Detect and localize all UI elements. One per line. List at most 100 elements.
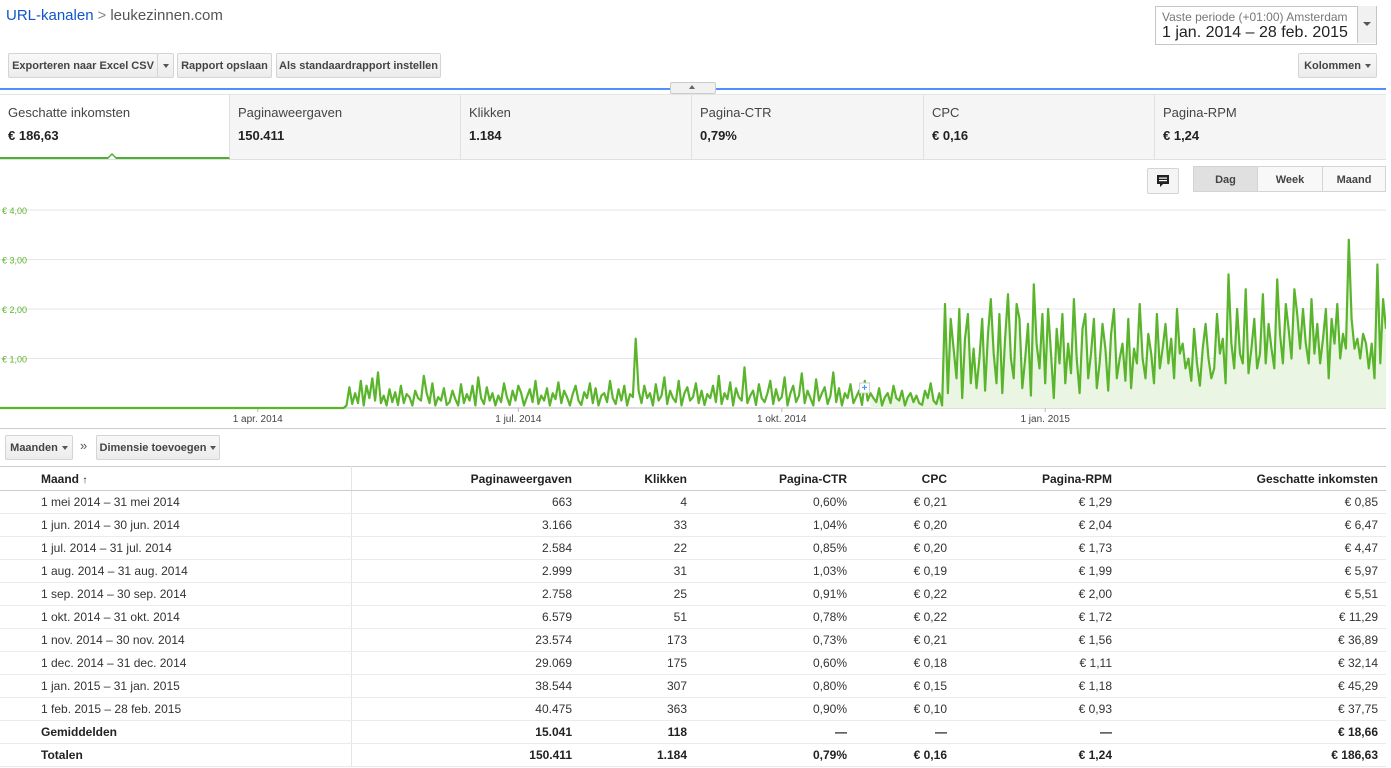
table-cell: € 1,56 bbox=[955, 628, 1120, 652]
export-csv-button[interactable]: Exporteren naar Excel CSV bbox=[8, 53, 158, 78]
table-cell: — bbox=[855, 720, 955, 744]
columns-button[interactable]: Kolommen bbox=[1298, 53, 1377, 78]
table-cell: € 0,22 bbox=[855, 582, 955, 606]
save-report-button[interactable]: Rapport opslaan bbox=[177, 53, 272, 78]
months-select-label: Maanden bbox=[10, 442, 58, 454]
chevron-down-icon bbox=[162, 64, 169, 69]
table-cell: 38.544 bbox=[351, 674, 580, 698]
table-cell: 2.758 bbox=[351, 582, 580, 606]
annotation-plus-icon: + bbox=[862, 383, 868, 394]
table-cell: € 4,47 bbox=[1120, 536, 1386, 560]
table-cell: € 5,51 bbox=[1120, 582, 1386, 606]
column-header-label: Maand bbox=[41, 471, 80, 486]
table-header-row: Maand ↑ Paginaweergaven Klikken Pagina-C… bbox=[0, 466, 1386, 491]
table-cell: € 0,22 bbox=[855, 605, 955, 629]
column-header-clicks[interactable]: Klikken bbox=[580, 466, 695, 491]
table-cell: 175 bbox=[580, 651, 695, 675]
table-cell: 51 bbox=[580, 605, 695, 629]
table-cell: € 0,16 bbox=[855, 743, 955, 767]
table-cell: 1 jun. 2014 – 30 jun. 2014 bbox=[0, 513, 352, 537]
table-cell: — bbox=[955, 720, 1120, 744]
table-cell: € 0,93 bbox=[955, 697, 1120, 721]
columns-button-label: Kolommen bbox=[1304, 60, 1361, 72]
table-cell: € 0,20 bbox=[855, 513, 955, 537]
collapse-toggle-icon[interactable] bbox=[670, 82, 716, 94]
date-range-label: Vaste periode (+01:00) Amsterdam bbox=[1162, 10, 1348, 24]
column-header-cpc[interactable]: CPC bbox=[855, 466, 955, 491]
annotation-marker-icon bbox=[859, 382, 871, 394]
table-cell: 307 bbox=[580, 674, 695, 698]
date-range-dropdown-icon[interactable] bbox=[1357, 6, 1376, 43]
chevron-down-icon bbox=[210, 446, 217, 451]
breadcrumb-current: leukezinnen.com bbox=[110, 7, 223, 24]
annotation-button[interactable] bbox=[1147, 168, 1179, 194]
export-dropdown-button[interactable] bbox=[157, 53, 174, 78]
date-range-picker[interactable]: Vaste periode (+01:00) Amsterdam 1 jan. … bbox=[1155, 6, 1377, 45]
granularity-day[interactable]: Dag bbox=[1193, 166, 1258, 192]
y-tick-label: € 1,00 bbox=[2, 355, 27, 365]
scorecard-estimated-earnings[interactable]: Geschatte inkomsten € 186,63 bbox=[0, 95, 230, 159]
table-cell: 1.184 bbox=[580, 743, 695, 767]
table-cell: € 45,29 bbox=[1120, 674, 1386, 698]
add-dimension-button[interactable]: Dimensie toevoegen bbox=[96, 435, 220, 460]
breadcrumb: URL-kanalen > leukezinnen.com bbox=[6, 7, 223, 24]
y-tick-label: € 3,00 bbox=[2, 256, 27, 266]
scorecard-clicks[interactable]: Klikken 1.184 bbox=[461, 95, 692, 159]
scorecard-page-views[interactable]: Paginaweergaven 150.411 bbox=[230, 95, 461, 159]
table-cell: 0,79% bbox=[695, 743, 855, 767]
scorecard-label: Geschatte inkomsten bbox=[8, 105, 131, 120]
table-row: 1 mei 2014 – 31 mei 2014 663 4 0,60% € 0,21 €… bbox=[0, 490, 1386, 514]
table-cell: € 0,21 bbox=[855, 628, 955, 652]
column-header-page-views[interactable]: Paginaweergaven bbox=[351, 466, 580, 491]
granularity-week[interactable]: Week bbox=[1257, 166, 1323, 192]
chevron-down-icon bbox=[61, 446, 68, 451]
table-cell: 1 aug. 2014 – 31 aug. 2014 bbox=[0, 559, 352, 583]
table-cell: € 6,47 bbox=[1120, 513, 1386, 537]
x-tick-label: 1 okt. 2014 bbox=[757, 414, 807, 425]
scorecard-value: 0,79% bbox=[700, 128, 737, 143]
dimension-arrow: » bbox=[80, 438, 88, 453]
table-row: 1 jul. 2014 – 31 jul. 2014 2.584 22 0,85% € … bbox=[0, 536, 1386, 560]
set-default-report-button[interactable]: Als standaardrapport instellen bbox=[276, 53, 441, 78]
column-header-page-ctr[interactable]: Pagina-CTR bbox=[695, 466, 855, 491]
scorecard-page-ctr[interactable]: Pagina-CTR 0,79% bbox=[692, 95, 924, 159]
chevron-down-icon bbox=[1364, 64, 1371, 69]
table-cell: € 1,72 bbox=[955, 605, 1120, 629]
scorecard-value: 1.184 bbox=[469, 128, 502, 143]
table-cell: € 18,66 bbox=[1120, 720, 1386, 744]
table-cell: € 0,10 bbox=[855, 697, 955, 721]
table-cell: € 0,20 bbox=[855, 536, 955, 560]
table-cell: 2.584 bbox=[351, 536, 580, 560]
scorecard-value: € 186,63 bbox=[8, 128, 59, 143]
scorecard-value: € 0,16 bbox=[932, 128, 969, 143]
table-cell: € 1,99 bbox=[955, 559, 1120, 583]
table-cell: 0,91% bbox=[695, 582, 855, 606]
table-cell: 2.999 bbox=[351, 559, 580, 583]
earnings-line-chart: € 4,00 € 3,00 € 2,00 € 1,00 1 apr. 2014 1 jul… bbox=[0, 206, 1386, 425]
table-cell: 23.574 bbox=[351, 628, 580, 652]
table-cell: € 1,73 bbox=[955, 536, 1120, 560]
column-header-page-rpm[interactable]: Pagina-RPM bbox=[955, 466, 1120, 491]
scorecard-cpc[interactable]: CPC € 0,16 bbox=[924, 95, 1155, 159]
table-cell: 150.411 bbox=[351, 743, 580, 767]
table-cell: 1,03% bbox=[695, 559, 855, 583]
breadcrumb-link-url-channels[interactable]: URL-kanalen bbox=[6, 7, 94, 24]
table-cell: € 1,18 bbox=[955, 674, 1120, 698]
dimension-months-select[interactable]: Maanden bbox=[5, 435, 73, 460]
table-cell: 22 bbox=[580, 536, 695, 560]
averages-row: Gemiddelden 15.041 118— — — € 18,66 bbox=[0, 720, 1386, 744]
column-header-estimated-earnings[interactable]: Geschatte inkomsten bbox=[1120, 466, 1386, 491]
table-row: 1 sep. 2014 – 30 sep. 2014 2.758 25 0,91% € … bbox=[0, 582, 1386, 606]
table-cell: Gemiddelden bbox=[0, 720, 352, 744]
table-cell: 1 okt. 2014 – 31 okt. 2014 bbox=[0, 605, 352, 629]
add-dimension-label: Dimensie toevoegen bbox=[99, 442, 207, 454]
table-cell: 0,90% bbox=[695, 697, 855, 721]
table-cell: € 0,19 bbox=[855, 559, 955, 583]
scorecard-value: € 1,24 bbox=[1163, 128, 1200, 143]
column-header-month[interactable]: Maand ↑ bbox=[0, 466, 352, 491]
granularity-month[interactable]: Maand bbox=[1322, 166, 1386, 192]
table-cell: 3.166 bbox=[351, 513, 580, 537]
scorecard-page-rpm[interactable]: Pagina-RPM € 1,24 bbox=[1155, 95, 1386, 159]
table-cell: 29.069 bbox=[351, 651, 580, 675]
date-range-value: 1 jan. 2014 – 28 feb. 2015 bbox=[1162, 24, 1348, 41]
